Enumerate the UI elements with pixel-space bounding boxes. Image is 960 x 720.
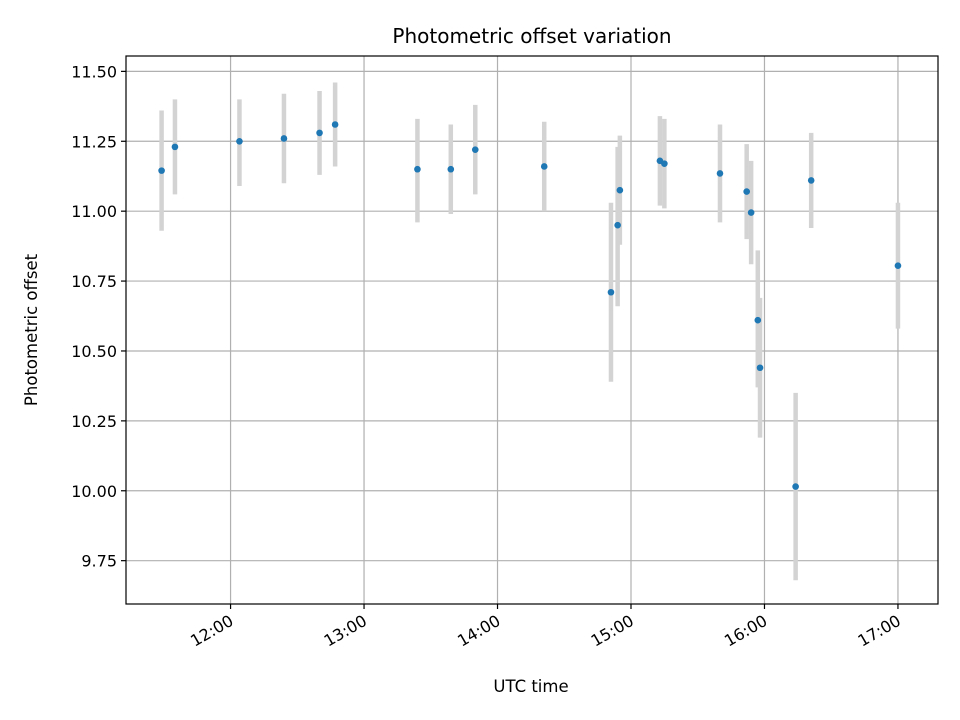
data-point xyxy=(807,177,815,184)
data-point xyxy=(616,186,624,194)
plot-frame xyxy=(125,55,939,605)
y-tick-label: 10.00 xyxy=(71,482,117,501)
data-point xyxy=(747,209,755,216)
y-tick-label: 11.00 xyxy=(71,202,117,221)
x-axis-label: UTC time xyxy=(493,677,568,696)
y-axis-label: Photometric offset xyxy=(22,253,41,406)
y-tick-label: 10.50 xyxy=(71,342,117,361)
data-point xyxy=(792,483,799,490)
data-point xyxy=(716,170,724,177)
data-point xyxy=(754,316,762,324)
data-point xyxy=(280,135,288,142)
data-point xyxy=(236,137,243,145)
grid xyxy=(126,56,938,604)
data-point xyxy=(158,167,165,174)
data-point xyxy=(171,143,179,151)
data-point xyxy=(756,364,764,372)
y-tick-label: 9.75 xyxy=(81,552,117,571)
data-point xyxy=(614,221,621,229)
y-axis-ticks: 9.75 10.00 10.25 10.50 10.75 11.00 11.25 11.50 xyxy=(71,62,126,571)
data-point xyxy=(331,121,339,128)
data-point xyxy=(540,163,548,170)
data-point xyxy=(316,129,323,137)
y-tick-label: 11.25 xyxy=(71,132,117,151)
data-point xyxy=(661,160,668,167)
data-point xyxy=(471,146,479,153)
y-tick-label: 10.25 xyxy=(71,412,117,431)
chart-title: Photometric offset variation xyxy=(392,24,671,48)
data-point xyxy=(414,165,421,173)
y-tick-label: 10.75 xyxy=(71,272,117,291)
data-point xyxy=(607,288,615,296)
y-tick-label: 11.50 xyxy=(71,62,117,81)
data-point xyxy=(743,188,750,195)
data-point xyxy=(894,262,902,269)
data-point xyxy=(447,165,455,173)
data-points xyxy=(158,121,902,490)
